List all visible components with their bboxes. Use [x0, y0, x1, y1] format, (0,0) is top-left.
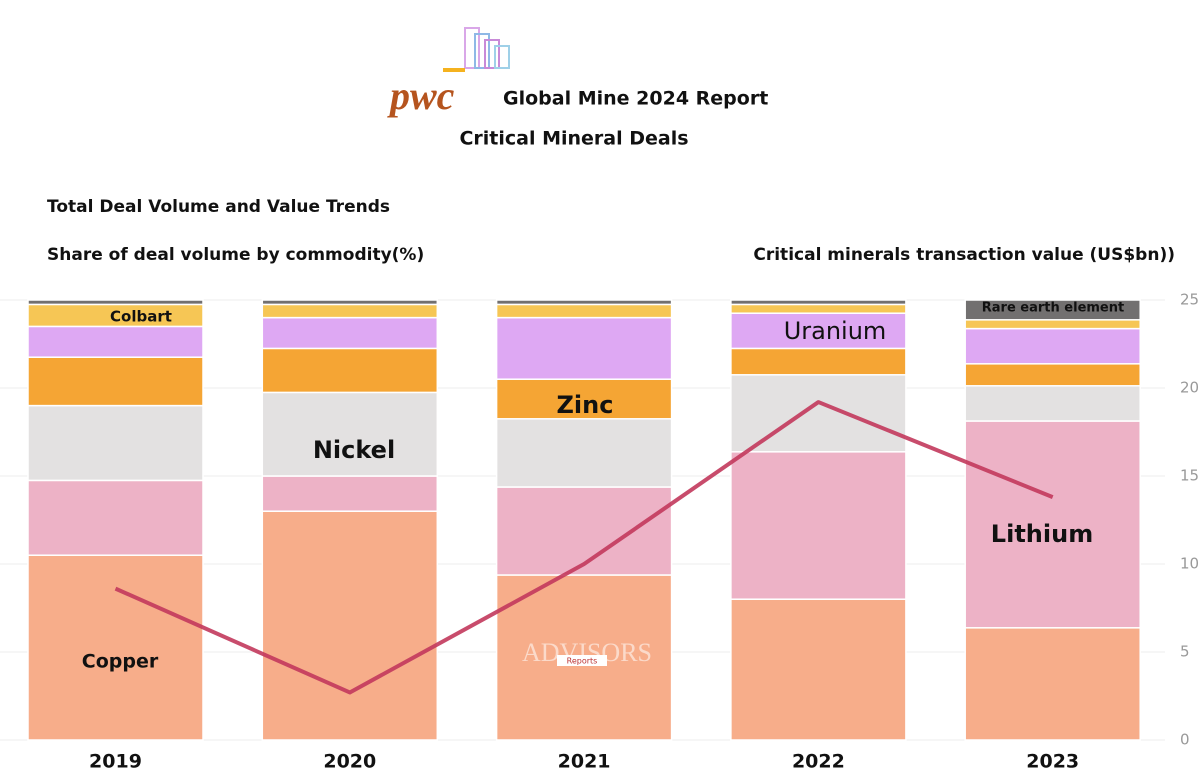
logo-text: pwc [387, 73, 455, 118]
bars: 2019 2020 2021 2022 2023 [27, 299, 1141, 773]
bar-segment [27, 299, 204, 306]
y2-axis-label: Critical minerals transaction value (US$… [753, 245, 1175, 265]
bar-segment [495, 299, 673, 306]
bar-segment [964, 385, 1141, 422]
bar-segment [964, 319, 1141, 330]
bar-segment [27, 325, 204, 358]
x-tick-label: 2023 [1026, 751, 1079, 773]
bar-segment [730, 598, 907, 741]
bar-segment [261, 347, 439, 394]
series-label: Rare earth element [982, 301, 1124, 316]
y2-tick-label: 25 [1180, 291, 1199, 309]
bar-segment [730, 451, 907, 600]
y-axis-label: Share of deal volume by commodity(%) [47, 245, 424, 265]
bar-segment [27, 356, 204, 407]
bar-segment [27, 554, 204, 741]
bar-segment [964, 363, 1141, 387]
value-line [114, 400, 1054, 695]
watermark-tag: Reports [567, 657, 598, 666]
series-label: Copper [82, 651, 159, 673]
bar-segment [730, 374, 907, 453]
y2-tick-label: 10 [1180, 555, 1199, 573]
series-label: Uranium [784, 317, 887, 345]
x-tick-label: 2022 [792, 751, 845, 773]
bar-segment [495, 303, 673, 319]
bar-segment [27, 479, 204, 556]
series-label: Lithium [991, 520, 1093, 548]
watermark-tag-box [557, 655, 607, 666]
bar-segment [964, 627, 1141, 741]
bar-segment [730, 303, 907, 314]
header-subtitle: Critical Mineral Deals [459, 128, 688, 150]
bar-segment [964, 299, 1141, 321]
bar-segment [730, 347, 907, 376]
x-tick-label: 2021 [558, 751, 611, 773]
bar-segment [261, 475, 439, 512]
y2-tick-label: 0 [1180, 731, 1190, 749]
series-label: Zinc [557, 391, 614, 419]
y2-tick-label: 20 [1180, 379, 1199, 397]
bar-segment [261, 316, 439, 350]
logo-graphic [443, 27, 510, 72]
y2-tick-label: 15 [1180, 467, 1199, 485]
bar-segment [964, 420, 1141, 629]
x-tick-label: 2020 [323, 751, 376, 773]
series-label: Nickel [313, 436, 395, 464]
bar-segment [27, 404, 204, 482]
bar-segment [730, 312, 907, 350]
bar-segment [261, 510, 439, 741]
bar-segment [495, 316, 673, 380]
overlay: ADVISORSReportsCopperLithiumNickelZincUr… [82, 301, 1124, 695]
bar-segment [261, 303, 439, 319]
bar-segment [730, 299, 907, 306]
bar-segment [495, 378, 673, 420]
bar-segment [495, 486, 673, 576]
chart-title: Total Deal Volume and Value Trends [47, 197, 390, 217]
header-title: Global Mine 2024 Report [503, 88, 768, 110]
y2-tick-label: 5 [1180, 643, 1190, 661]
bar-segment [495, 418, 673, 488]
series-label: Colbart [110, 308, 172, 326]
x-tick-label: 2019 [89, 751, 142, 773]
bar-segment [964, 327, 1141, 365]
bar-segment [261, 299, 439, 306]
